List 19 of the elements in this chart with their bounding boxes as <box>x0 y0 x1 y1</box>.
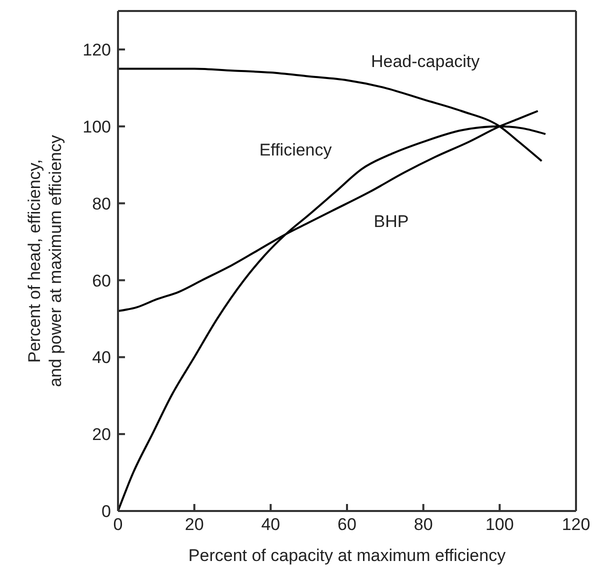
x-tick-label: 60 <box>338 515 356 534</box>
x-tick-label: 40 <box>261 515 280 534</box>
x-tick-label: 100 <box>485 515 514 534</box>
x-axis-title: Percent of capacity at maximum efficiency <box>188 546 506 565</box>
y-tick-label: 100 <box>82 117 111 136</box>
x-tick-label: 20 <box>184 515 204 534</box>
y-tick-label: 0 <box>102 502 111 522</box>
series-label: Efficiency <box>259 140 332 160</box>
y-tick-label: 60 <box>92 271 111 290</box>
y-tick-label: 80 <box>92 194 111 214</box>
x-tick-label: 0 <box>113 515 123 534</box>
y-tick-label: 120 <box>82 40 111 60</box>
x-tick-label: 80 <box>414 515 433 534</box>
x-tick-label: 120 <box>562 515 590 534</box>
series-label: BHP <box>374 212 409 232</box>
y-tick-label: 20 <box>92 425 111 444</box>
series-label: Head-capacity <box>370 52 480 71</box>
y-axis-title: Percent of head, efficiency, and power at maximum efficiency <box>25 134 65 387</box>
y-tick-label: 40 <box>92 348 111 368</box>
